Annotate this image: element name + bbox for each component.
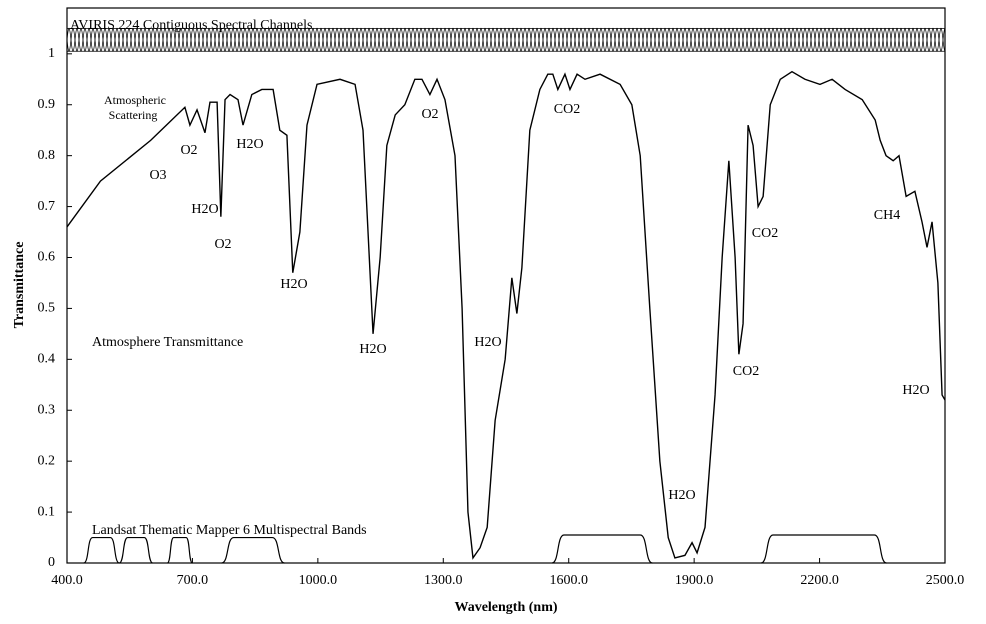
y-tick-label: 0 (48, 555, 55, 570)
annotation: CH4 (874, 208, 900, 223)
x-tick-label: 400.0 (51, 573, 83, 588)
landsat-band (551, 534, 653, 564)
annotation: O3 (149, 168, 166, 183)
landsat-label: Landsat Thematic Mapper 6 Multispectral … (92, 523, 367, 538)
y-tick-label: 0.3 (38, 402, 56, 417)
x-tick-label: 700.0 (177, 573, 209, 588)
y-tick-label: 0.4 (38, 352, 56, 367)
annotation: H2O (236, 137, 263, 152)
x-axis-title: Wavelength (nm) (454, 600, 557, 615)
transmittance-line (66, 70, 946, 560)
aviris-label: AVIRIS 224 Contiguous Spectral Channels (70, 18, 312, 33)
x-tick-label: 1000.0 (299, 573, 338, 588)
plot-frame (66, 7, 946, 564)
annotation: CO2 (752, 226, 778, 241)
aviris-band (66, 27, 946, 52)
y-tick-label: 0.1 (38, 504, 56, 519)
series-label: Atmosphere Transmittance (92, 335, 243, 350)
y-tick-label: 0.8 (38, 148, 56, 163)
y-tick-label: 0.7 (38, 199, 56, 214)
landsat-band (118, 536, 154, 564)
landsat-band (166, 536, 194, 564)
annotation: H2O (280, 277, 307, 292)
x-tick-label: 1300.0 (424, 573, 463, 588)
y-tick-label: 0.9 (38, 97, 56, 112)
annotation: H2O (359, 342, 386, 357)
y-tick-label: 0.5 (38, 301, 56, 316)
annotation: CO2 (733, 364, 759, 379)
annotation: O2 (421, 107, 438, 122)
annotation: H2O (474, 335, 501, 350)
landsat-band (83, 536, 120, 564)
annotation: O2 (180, 143, 197, 158)
x-tick-label: 2200.0 (800, 573, 839, 588)
annotation: O2 (214, 237, 231, 252)
aviris-band (66, 27, 946, 52)
annotation: CO2 (554, 102, 580, 117)
annotation: H2O (191, 202, 218, 217)
x-tick-label: 2500.0 (926, 573, 965, 588)
y-axis-title: Transmittance (12, 242, 27, 329)
annotation: H2O (668, 488, 695, 503)
y-tick-label: 0.6 (38, 250, 56, 265)
landsat-band (221, 536, 285, 564)
y-tick-label: 0.2 (38, 453, 56, 468)
landsat-band (760, 534, 887, 564)
annotation: Atmospheric (104, 93, 166, 107)
x-tick-label: 1600.0 (549, 573, 588, 588)
y-tick-label: 1 (48, 46, 55, 61)
annotation: H2O (902, 383, 929, 398)
x-tick-label: 1900.0 (675, 573, 714, 588)
annotation: Scattering (109, 108, 158, 122)
